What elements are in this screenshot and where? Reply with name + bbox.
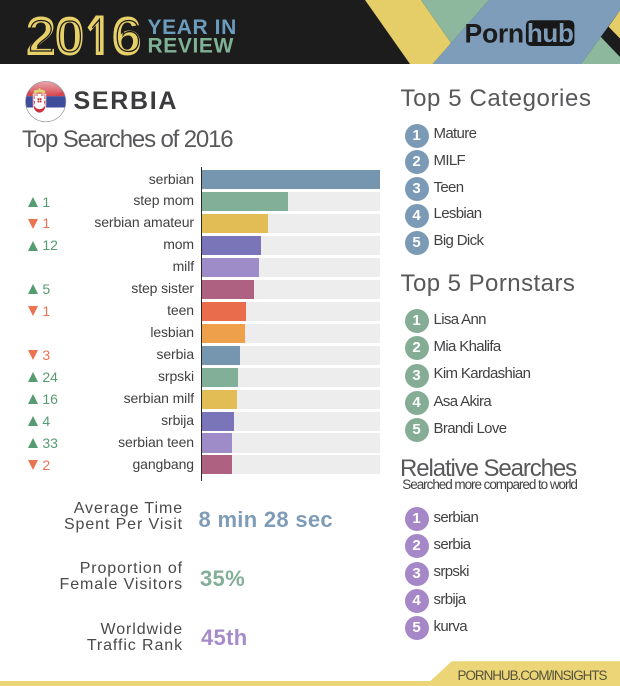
svg-text:6: 6 (116, 12, 140, 61)
svg-text:0: 0 (58, 12, 82, 61)
svg-text:PORNHUB.COM/INSIGHTS: PORNHUB.COM/INSIGHTS (458, 668, 608, 683)
svg-text:2: 2 (26, 5, 57, 64)
svg-text:Porn: Porn (465, 19, 524, 49)
svg-text:2: 2 (29, 12, 53, 61)
svg-text:YEAR IN: YEAR IN (148, 16, 237, 39)
svg-text:REVIEW: REVIEW (148, 35, 234, 58)
svg-text:6: 6 (111, 5, 142, 64)
svg-text:hub: hub (527, 18, 574, 48)
svg-text:0: 0 (54, 5, 85, 64)
